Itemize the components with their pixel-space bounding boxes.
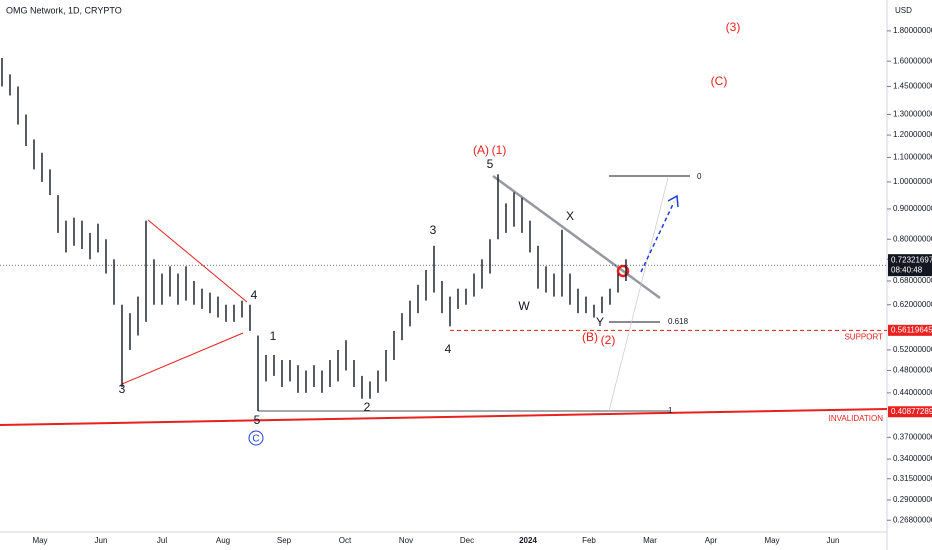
y-tick-label: 0.68000000 — [893, 276, 932, 285]
y-tick-label: 0.52000000 — [893, 345, 932, 354]
support-label: SUPPORT — [844, 332, 883, 341]
y-tick-label: 0.29000000 — [893, 495, 932, 504]
x-tick-label: Apr — [705, 536, 718, 545]
x-tick-label: Dec — [460, 536, 474, 545]
wave-label: 4 — [445, 342, 452, 356]
fib-label: 1 — [668, 406, 673, 415]
wave-label: W — [518, 299, 530, 313]
current-marker — [616, 264, 630, 278]
wave-label: Y — [596, 315, 604, 329]
wave-labels: (3) (C) (A) (1) 5 3 4 1 2 X W Y (B) (2) … — [119, 20, 741, 444]
wave-label: (3) — [726, 20, 741, 34]
x-tick-label: 2024 — [519, 536, 537, 545]
wave-label: 4 — [251, 288, 258, 302]
y-tick-label: 0.44000000 — [893, 388, 932, 397]
y-tick-label: 0.26800000 — [893, 515, 932, 524]
y-tick-label: 0.34000000 — [893, 454, 932, 463]
y-tick-label: 0.48000000 — [893, 366, 932, 375]
wave-label: C — [252, 434, 259, 445]
y-tick-label: 1.30000000 — [893, 110, 932, 119]
x-tick-label: Oct — [339, 536, 352, 545]
wave-label: (2) — [601, 333, 616, 347]
countdown-label: 08:40:48 — [891, 265, 923, 274]
x-tick-label: Mar — [643, 536, 657, 545]
chart-title: OMG Network, 1D, CRYPTO — [6, 5, 122, 15]
triangle-lower — [121, 332, 244, 385]
x-tick-label: Aug — [216, 536, 230, 545]
arrow-head — [667, 194, 679, 208]
x-tick-label: Jul — [157, 536, 167, 545]
invalidation-price-label: 0.40877289 — [891, 407, 932, 416]
bars — [1, 57, 627, 411]
invalidation-trendline — [0, 408, 888, 426]
currency: USD — [895, 6, 912, 15]
projection-arrow — [640, 201, 675, 273]
drawings — [0, 174, 888, 446]
wave-label: (B) — [582, 330, 598, 344]
y-tick-label: 0.80000000 — [893, 234, 932, 243]
y-tick-label: 0.37000000 — [893, 432, 932, 441]
x-tick-label: Feb — [582, 536, 596, 545]
wave-label: 1 — [270, 329, 277, 343]
y-tick-label: 1.60000000 — [893, 56, 932, 65]
wave-label: 5 — [487, 157, 494, 171]
y-tick-label: 1.80000000 — [893, 26, 932, 35]
price-box — [888, 254, 932, 277]
fib-label: 0.618 — [668, 317, 689, 326]
wave-label: (A) — [473, 143, 489, 157]
last-price-label: 0.72321697 — [891, 255, 932, 264]
x-tick-label: Jun — [95, 536, 108, 545]
price-box — [888, 324, 932, 336]
y-tick-label: 0.90000000 — [893, 204, 932, 213]
wave-circle — [248, 430, 264, 446]
y-tick-label: 1.00000000 — [893, 177, 932, 186]
downtrend-line — [492, 174, 661, 300]
x-tick-label: May — [764, 536, 779, 545]
support-price-label: 0.56119645 — [891, 325, 932, 334]
invalidation-label: INVALIDATION — [829, 414, 884, 423]
fib-diagonal — [608, 177, 669, 412]
fib-label: 0 — [697, 172, 702, 181]
y-tick-label: 1.20000000 — [893, 130, 932, 139]
y-tick-label: 0.62000000 — [893, 300, 932, 309]
x-tick-label: May — [32, 536, 47, 545]
y-tick-label: 1.45000000 — [893, 82, 932, 91]
wave-label: 2 — [364, 400, 371, 414]
wave-label: X — [566, 209, 574, 223]
wave-label: (1) — [492, 143, 507, 157]
wave-label: (C) — [711, 74, 728, 88]
y-tick-label: 1.10000000 — [893, 153, 932, 162]
wave-label: 5 — [254, 413, 261, 427]
price-box — [888, 406, 932, 418]
wave-label: 3 — [430, 223, 437, 237]
wave-label: 3 — [119, 382, 126, 396]
x-tick-label: Jun — [827, 536, 840, 545]
x-tick-label: Sep — [277, 536, 292, 545]
y-tick-label: 0.31500000 — [893, 474, 932, 483]
x-tick-label: Nov — [399, 536, 413, 545]
triangle-upper — [147, 219, 248, 303]
